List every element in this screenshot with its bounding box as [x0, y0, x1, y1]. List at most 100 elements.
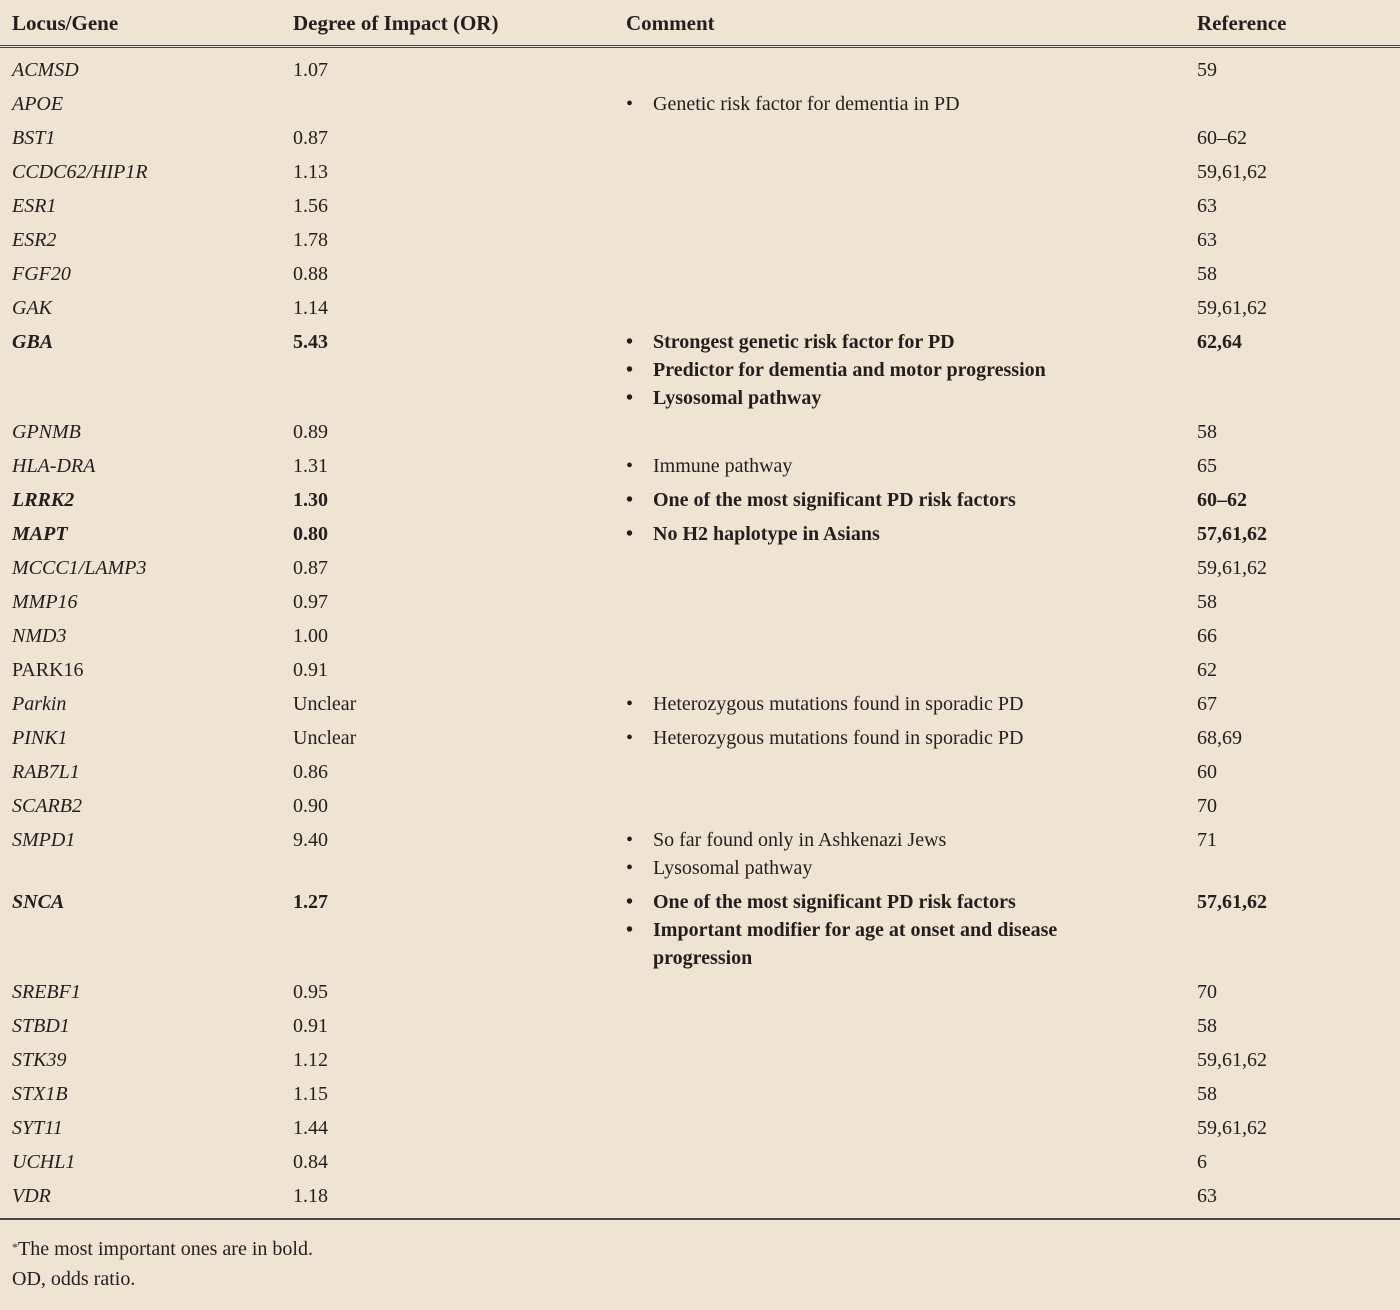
or-cell: 1.00 [293, 625, 328, 647]
gene-cell: MAPT [12, 523, 68, 545]
comment-item: • Lysosomal pathway [626, 384, 1197, 412]
reference-cell: 58 [1197, 263, 1217, 285]
or-cell [293, 87, 626, 121]
gene-cell: SMPD1 [12, 829, 76, 851]
bullet-icon: • [626, 829, 634, 851]
comment-cell [626, 1009, 1197, 1043]
table-row: STK39 1.12 59,61,62 [0, 1043, 1400, 1077]
comment-cell [626, 121, 1197, 155]
comment-item: • One of the most significant PD risk fac… [626, 486, 1197, 514]
comment-cell [626, 789, 1197, 823]
table-row: UCHL1 0.84 6 [0, 1145, 1400, 1179]
comment-cell [626, 975, 1197, 1009]
gene-cell: RAB7L1 [12, 761, 80, 783]
reference-cell: 58 [1197, 591, 1217, 613]
reference-cell: 59,61,62 [1197, 1117, 1267, 1139]
gene-cell: STBD1 [12, 1015, 70, 1037]
gene-cell: SNCA [12, 891, 65, 913]
table-row: ESR1 1.56 63 [0, 189, 1400, 223]
comment-text: Lysosomal pathway [653, 857, 813, 879]
or-cell: 0.91 [293, 1015, 328, 1037]
comment-cell [626, 155, 1197, 189]
comment-item: • Lysosomal pathway [626, 854, 1197, 882]
or-cell: 1.31 [293, 455, 328, 477]
table-row: SMPD1 9.40 • So far found only in Ashkenazi… [0, 823, 1400, 885]
table-row: CCDC62/HIP1R 1.13 59,61,62 [0, 155, 1400, 189]
or-cell: 1.27 [293, 891, 328, 913]
table-row: HLA-DRA 1.31 • Immune pathway 65 [0, 449, 1400, 483]
reference-cell: 63 [1197, 229, 1217, 251]
comment-text: One of the most significant PD risk fact… [653, 891, 1016, 913]
reference-cell: 58 [1197, 1015, 1217, 1037]
comment-cell [626, 47, 1197, 88]
reference-cell: 70 [1197, 981, 1217, 1003]
table-row: STBD1 0.91 58 [0, 1009, 1400, 1043]
reference-cell: 57,61,62 [1197, 523, 1267, 545]
reference-cell: 63 [1197, 1179, 1400, 1220]
reference-cell: 6 [1197, 1151, 1207, 1173]
comment-cell [626, 653, 1197, 687]
gene-cell: GBA [12, 331, 54, 353]
comment-cell [626, 1077, 1197, 1111]
comment-cell: • One of the most significant PD risk fac… [626, 483, 1197, 517]
or-cell: 1.56 [293, 195, 328, 217]
reference-cell: 60–62 [1197, 489, 1247, 511]
comment-cell [626, 1145, 1197, 1179]
table-footnotes: *The most important ones are in bold. OD… [12, 1234, 313, 1294]
comment-item: • Genetic risk factor for dementia in PD [626, 90, 1197, 118]
gene-cell: VDR [0, 1179, 293, 1220]
comment-cell [626, 1179, 1197, 1220]
or-cell: 0.97 [293, 591, 328, 613]
bullet-icon: • [626, 359, 634, 381]
comment-cell: • One of the most significant PD risk fac… [626, 885, 1197, 975]
comment-cell: • Strongest genetic risk factor for PD • Pr… [626, 325, 1197, 415]
comment-list: • One of the most significant PD risk fac… [626, 888, 1197, 972]
comment-cell [626, 755, 1197, 789]
comment-cell [626, 415, 1197, 449]
reference-cell: 62,64 [1197, 331, 1242, 353]
reference-cell: 63 [1197, 195, 1217, 217]
table-row: ACMSD 1.07 59 [0, 47, 1400, 88]
table-row: MCCC1/LAMP3 0.87 59,61,62 [0, 551, 1400, 585]
or-cell: 0.91 [293, 659, 328, 681]
gene-cell: HLA-DRA [12, 455, 96, 477]
comment-text: So far found only in Ashkenazi Jews [653, 829, 947, 851]
comment-cell: • So far found only in Ashkenazi Jews • Lys… [626, 823, 1197, 885]
table-row: FGF20 0.88 58 [0, 257, 1400, 291]
comment-text: Strongest genetic risk factor for PD [653, 331, 955, 353]
gene-cell: FGF20 [12, 263, 71, 285]
comment-cell [626, 619, 1197, 653]
gene-cell: SCARB2 [12, 795, 82, 817]
or-cell: 1.30 [293, 489, 328, 511]
gene-table: Locus/Gene Degree of Impact (OR) Comment… [0, 6, 1400, 1220]
comment-list: • Immune pathway [626, 452, 1197, 480]
comment-text: Immune pathway [653, 455, 793, 477]
or-cell: 0.88 [293, 263, 328, 285]
reference-cell [1197, 87, 1400, 121]
reference-cell: 59,61,62 [1197, 557, 1267, 579]
comment-item: • Immune pathway [626, 452, 1197, 480]
comment-text: No H2 haplotype in Asians [653, 523, 880, 545]
reference-cell: 60 [1197, 761, 1217, 783]
comment-list: • Genetic risk factor for dementia in PD [626, 90, 1197, 118]
comment-cell [626, 223, 1197, 257]
or-cell: Unclear [293, 727, 357, 749]
comment-text: Predictor for dementia and motor progres… [653, 359, 1046, 381]
comment-text: Heterozygous mutations found in sporadic… [653, 693, 1024, 715]
reference-cell: 66 [1197, 625, 1217, 647]
or-cell: 0.95 [293, 981, 328, 1003]
gene-cell: STK39 [12, 1049, 67, 1071]
or-cell: 0.89 [293, 421, 328, 443]
header-locus-gene: Locus/Gene [0, 6, 293, 48]
bullet-icon: • [626, 891, 634, 913]
or-cell: 1.07 [293, 59, 328, 81]
or-cell: 0.80 [293, 523, 328, 545]
table-row: Parkin Unclear • Heterozygous mutations fou… [0, 687, 1400, 721]
bullet-icon: • [626, 857, 634, 879]
bullet-icon: • [626, 387, 634, 409]
gene-cell: GAK [12, 297, 52, 319]
gene-cell: MCCC1/LAMP3 [12, 557, 147, 579]
gene-cell: CCDC62/HIP1R [12, 161, 148, 183]
gene-cell: PARK16 [12, 659, 84, 681]
or-cell: 1.12 [293, 1049, 328, 1071]
